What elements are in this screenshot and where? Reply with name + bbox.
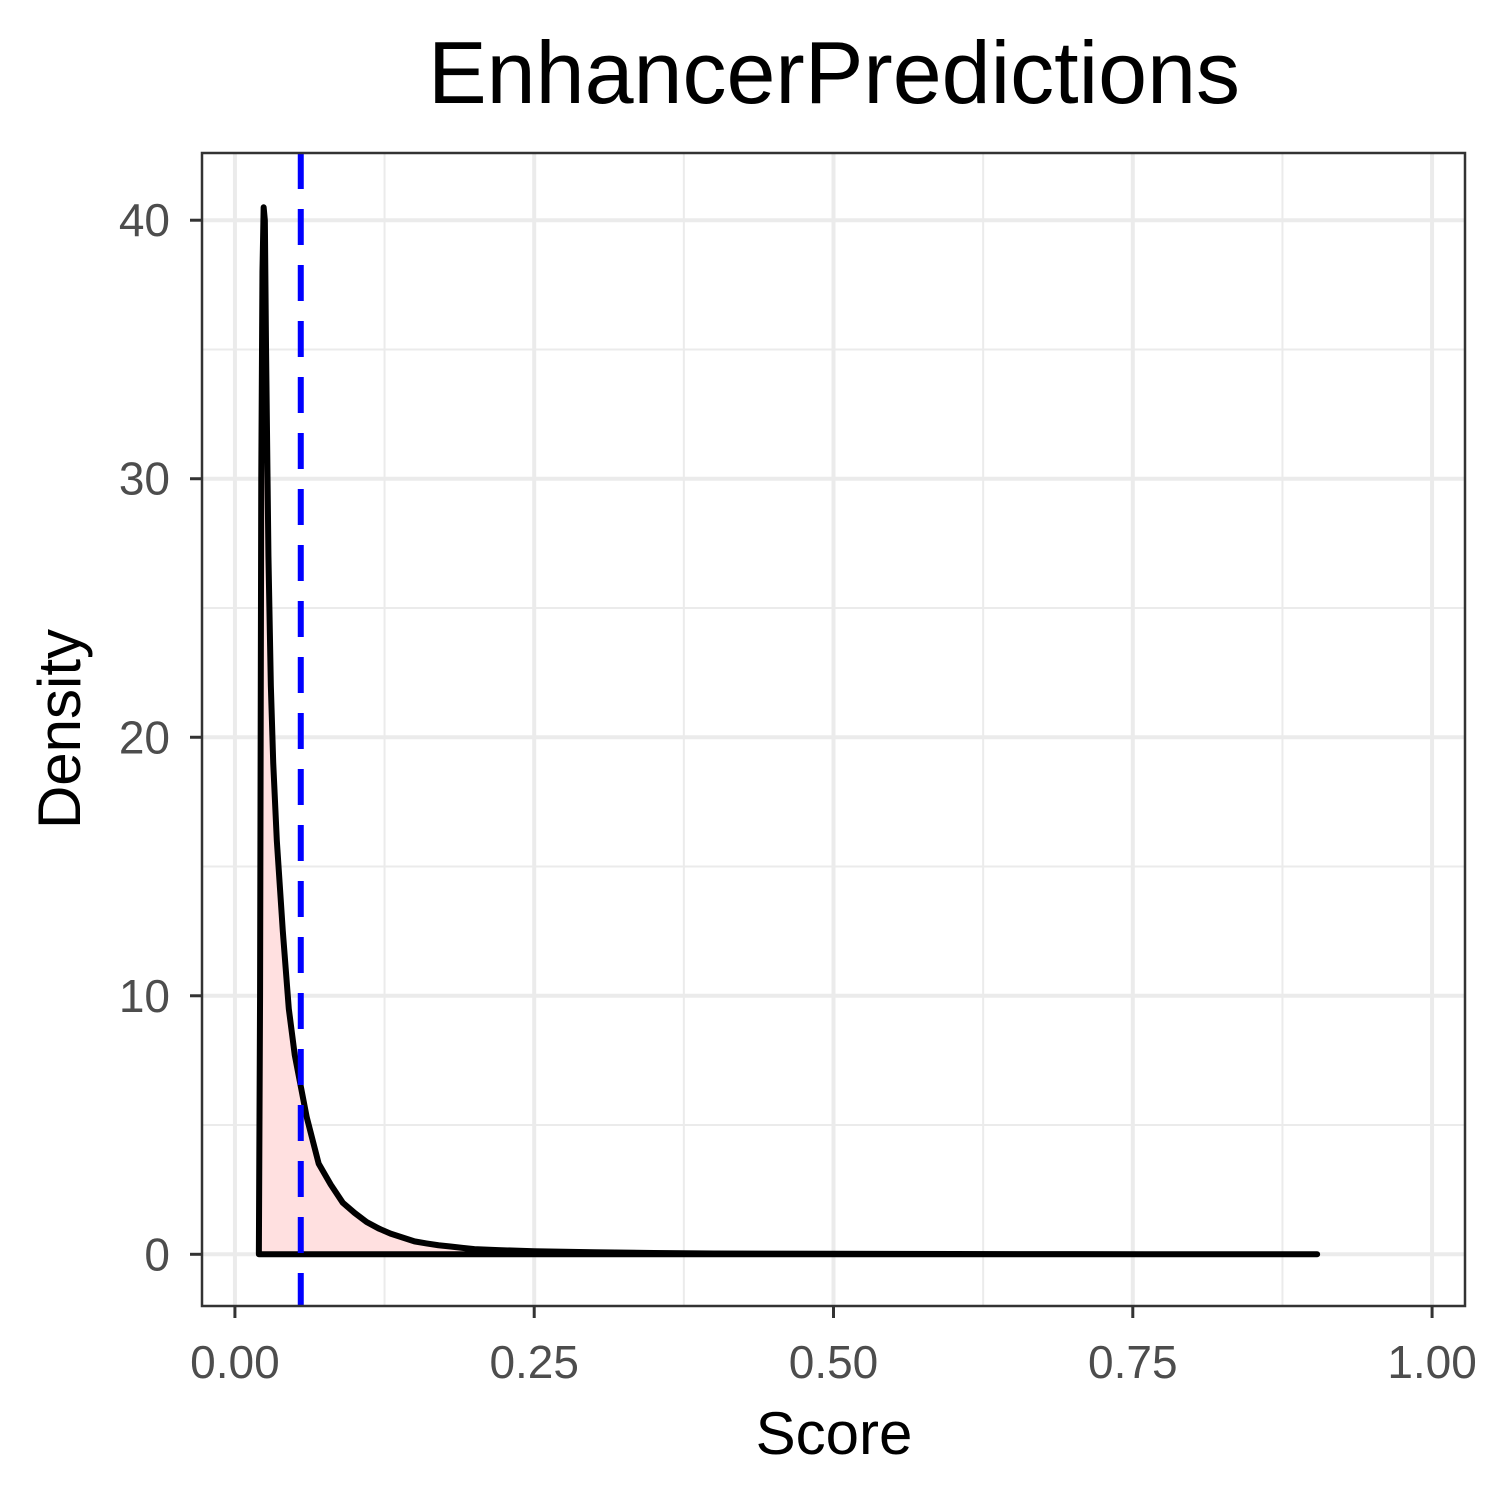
chart-title: EnhancerPredictions [428, 23, 1240, 122]
y-tick-label: 30 [119, 453, 170, 505]
y-axis-title: Density [26, 629, 93, 829]
density-line [255, 204, 1321, 1258]
x-axis: 0.00 0.25 0.50 0.75 1.00 [190, 1306, 1477, 1388]
x-tick-label: 1.00 [1387, 1336, 1477, 1388]
x-axis-title: Score [756, 1400, 913, 1467]
y-tick-label: 40 [119, 194, 170, 246]
x-tick-label: 0.25 [489, 1336, 579, 1388]
x-tick-label: 0.00 [190, 1336, 280, 1388]
y-tick-label: 10 [119, 970, 170, 1022]
series-layer [255, 204, 1321, 1258]
y-tick-label: 0 [144, 1228, 170, 1280]
x-tick-label: 0.50 [789, 1336, 879, 1388]
y-tick-label: 20 [119, 711, 170, 763]
x-tick-label: 0.75 [1088, 1336, 1178, 1388]
y-axis: 0 10 20 30 40 [119, 194, 202, 1280]
